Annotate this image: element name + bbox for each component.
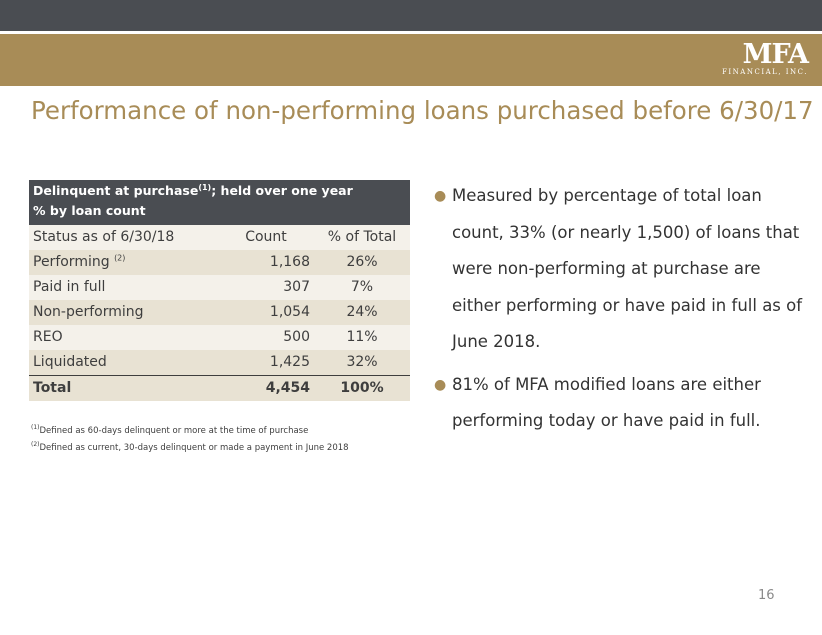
table-row: Performing (2) 1,168 26% [29,250,410,275]
page-number: 16 [758,588,775,603]
row-count: 1,425 [218,350,314,376]
footnote: (1)Defined as 60-days delinquent or more… [31,421,349,438]
row-count: 1,054 [218,300,314,325]
heading-footnote-marker: (1) [198,182,212,192]
row-status-text: Performing [33,254,110,270]
row-status: Non-performing [29,300,218,325]
row-pct: 32% [314,350,410,376]
table-heading: Delinquent at purchase(1); held over one… [29,180,410,201]
slide-title: Performance of non-performing loans purc… [31,96,814,125]
bullet-list: ● Measured by percentage of total loan co… [430,178,805,446]
header-gold-bar [0,34,822,86]
table-heading-row: Delinquent at purchase(1); held over one… [29,180,410,201]
bullet-text: 81% of MFA modified loans are either per… [452,374,761,431]
row-status: Liquidated [29,350,218,376]
row-status: Performing (2) [29,250,218,275]
total-count: 4,454 [218,375,314,401]
row-count: 307 [218,275,314,300]
table-heading-text: Delinquent at purchase [33,183,199,198]
mfa-logo: MFA FINANCIAL, INC. [722,39,809,77]
bullet-item: ● 81% of MFA modified loans are either pe… [430,367,805,440]
table-row: Paid in full 307 7% [29,275,410,300]
row-pct: 24% [314,300,410,325]
bullet-item: ● Measured by percentage of total loan co… [430,178,805,361]
bullet-dot-icon: ● [434,188,447,204]
table-total-row: Total 4,454 100% [29,375,410,401]
table-column-header-row: Status as of 6/30/18 Count % of Total [29,225,410,250]
table-subheading: % by loan count [29,201,410,225]
table-heading-rest: ; held over one year [211,183,353,198]
column-header-status: Status as of 6/30/18 [29,225,218,250]
table-subheading-row: % by loan count [29,201,410,225]
row-status: Paid in full [29,275,218,300]
footnotes: (1)Defined as 60-days delinquent or more… [31,421,349,455]
loan-performance-table: Delinquent at purchase(1); held over one… [29,180,410,401]
footnote-text: Defined as current, 30-days delinquent o… [39,442,349,453]
total-pct: 100% [314,375,410,401]
row-status: REO [29,325,218,350]
table-row: Liquidated 1,425 32% [29,350,410,376]
table-row: Non-performing 1,054 24% [29,300,410,325]
top-divider [0,31,822,34]
row-count: 1,168 [218,250,314,275]
row-count: 500 [218,325,314,350]
bullet-text: Measured by percentage of total loan cou… [452,186,803,351]
row-pct: 7% [314,275,410,300]
column-header-pct: % of Total [314,225,410,250]
footnote-marker: (1) [31,424,40,431]
table-row: REO 500 11% [29,325,410,350]
footnote-marker: (2) [31,440,40,448]
footnote: (2)Defined as current, 30-days delinquen… [31,438,349,455]
footnote-text: Defined as 60-days delinquent or more at… [39,425,309,436]
top-dark-bar [0,0,822,31]
row-footnote-marker: (2) [114,253,126,263]
row-pct: 26% [314,250,410,275]
bullet-dot-icon: ● [434,376,447,393]
row-pct: 11% [314,325,410,350]
logo-subtext: FINANCIAL, INC. [722,68,808,76]
column-header-count: Count [218,225,314,250]
total-label: Total [29,375,218,401]
logo-mark: MFA [742,39,809,70]
